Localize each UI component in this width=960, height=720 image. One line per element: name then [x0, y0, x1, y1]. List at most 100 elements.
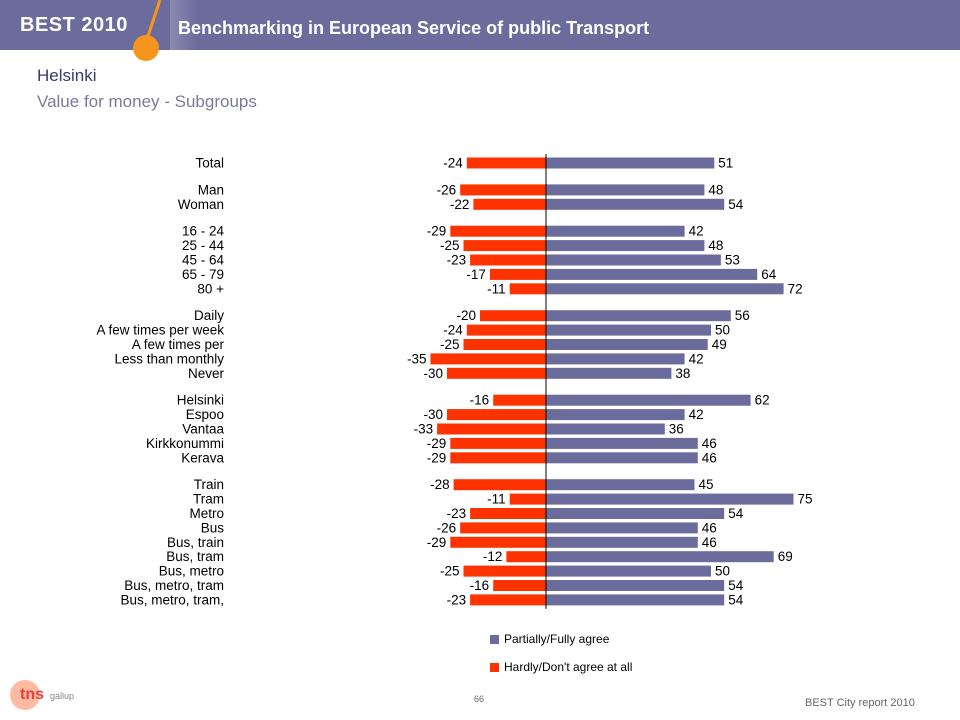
data-label-positive: 54	[728, 592, 744, 607]
bar-positive	[546, 198, 725, 210]
data-label-negative: -24	[443, 156, 463, 171]
bar-negative	[506, 551, 546, 563]
bar-negative	[466, 324, 546, 336]
bar-negative	[450, 452, 546, 464]
category-label: Metro	[189, 506, 224, 521]
data-label-positive: 48	[708, 182, 723, 197]
brand-label: BEST 2010	[20, 14, 128, 36]
bar-negative	[460, 184, 546, 196]
banner-photo	[170, 0, 198, 50]
category-label: Man	[198, 182, 224, 197]
category-label: Woman	[178, 197, 224, 212]
data-label-negative: -20	[456, 308, 476, 323]
bar-negative	[466, 157, 546, 169]
bar-negative	[463, 565, 546, 577]
data-label-negative: -26	[437, 182, 457, 197]
bar-negative	[493, 580, 546, 591]
data-label-positive: 72	[788, 281, 803, 296]
data-label-positive: 54	[728, 578, 744, 593]
data-label-negative: -30	[423, 366, 443, 381]
data-label-positive: 75	[798, 492, 813, 507]
bar-positive	[546, 268, 758, 280]
bar-positive	[546, 479, 695, 491]
data-label-positive: 64	[761, 267, 777, 282]
bar-positive	[546, 367, 672, 379]
page-subtitle: Value for money - Subgroups	[37, 92, 257, 111]
bar-negative	[509, 493, 546, 505]
logo-dot	[10, 680, 40, 710]
category-label: Vantaa	[182, 422, 224, 437]
category-label: 16 - 24	[182, 224, 225, 239]
accent-circle	[133, 35, 159, 61]
bar-positive	[546, 310, 731, 322]
category-label: 80 +	[197, 281, 224, 296]
bar-negative	[460, 522, 546, 534]
legend-positive: Partially/Fully agree	[490, 632, 790, 646]
data-label-negative: -23	[447, 253, 467, 268]
bar-negative	[453, 479, 546, 491]
banner-title: Benchmarking in European Service of publ…	[178, 18, 650, 38]
data-label-negative: -17	[466, 267, 486, 282]
data-label-negative: -25	[440, 564, 460, 579]
category-label: Kerava	[181, 450, 224, 465]
data-label-negative: -30	[423, 407, 443, 422]
data-label-negative: -25	[440, 238, 460, 253]
bar-negative	[470, 254, 546, 266]
data-label-positive: 46	[702, 535, 717, 550]
category-label: 45 - 64	[182, 253, 225, 268]
data-label-positive: 48	[708, 238, 723, 253]
data-label-negative: -29	[427, 224, 447, 239]
category-label: Kirkkonummi	[146, 436, 224, 451]
category-label: Bus, train	[167, 535, 224, 550]
bar-negative	[493, 394, 546, 406]
bar-positive	[546, 508, 725, 519]
bar-negative	[430, 353, 546, 365]
data-label-negative: -16	[470, 393, 490, 408]
data-label-positive: 45	[699, 477, 714, 492]
bar-positive	[546, 283, 784, 295]
bar-negative	[470, 508, 546, 519]
data-label-positive: 46	[702, 436, 717, 451]
banner-accent	[133, 0, 162, 61]
bar-positive	[546, 394, 751, 406]
bar-negative	[437, 423, 546, 435]
data-label-negative: -23	[447, 506, 467, 521]
category-label: Bus, metro, tram	[124, 578, 224, 593]
page-number: 66	[474, 694, 485, 704]
bar-negative	[463, 240, 546, 252]
bar-negative	[450, 536, 546, 548]
data-label-negative: -25	[440, 337, 460, 352]
data-label-positive: 69	[778, 549, 793, 564]
bar-positive	[546, 493, 794, 505]
logo-main: tns	[20, 686, 44, 703]
bar-positive	[546, 225, 685, 237]
category-label: Total	[195, 156, 224, 171]
data-label-positive: 46	[702, 520, 717, 535]
category-label: Bus, tram	[166, 549, 224, 564]
category-label: Less than monthly	[114, 351, 224, 366]
bar-positive	[546, 184, 705, 196]
data-label-negative: -28	[430, 477, 450, 492]
category-label: A few times per	[132, 337, 225, 352]
data-label-positive: 62	[755, 393, 770, 408]
page-title: Helsinki	[37, 66, 97, 85]
bar-positive	[546, 409, 685, 421]
data-label-negative: -11	[487, 492, 506, 507]
data-label-negative: -35	[407, 351, 427, 366]
data-label-negative: -29	[427, 450, 447, 465]
bar-positive	[546, 339, 708, 350]
data-label-negative: -22	[450, 197, 470, 212]
category-label: Train	[194, 477, 224, 492]
bar-positive	[546, 423, 665, 435]
diverging-bar-chart: Total 51 -24 Man 48 -26 Woman 54 -22 16 - 24 42 -29…	[96, 154, 813, 609]
data-label-positive: 50	[715, 564, 730, 579]
bar-negative	[509, 283, 546, 295]
header-banner: BEST 2010 Benchmarking in European Servi…	[0, 0, 960, 50]
category-label: 25 - 44	[182, 238, 225, 253]
data-label-positive: 46	[702, 450, 717, 465]
bar-negative	[470, 594, 546, 606]
category-label: Espoo	[186, 407, 224, 422]
legend-negative: Hardly/Don't agree at all	[490, 660, 790, 674]
category-label: Tram	[193, 492, 224, 507]
data-label-positive: 36	[669, 422, 684, 437]
